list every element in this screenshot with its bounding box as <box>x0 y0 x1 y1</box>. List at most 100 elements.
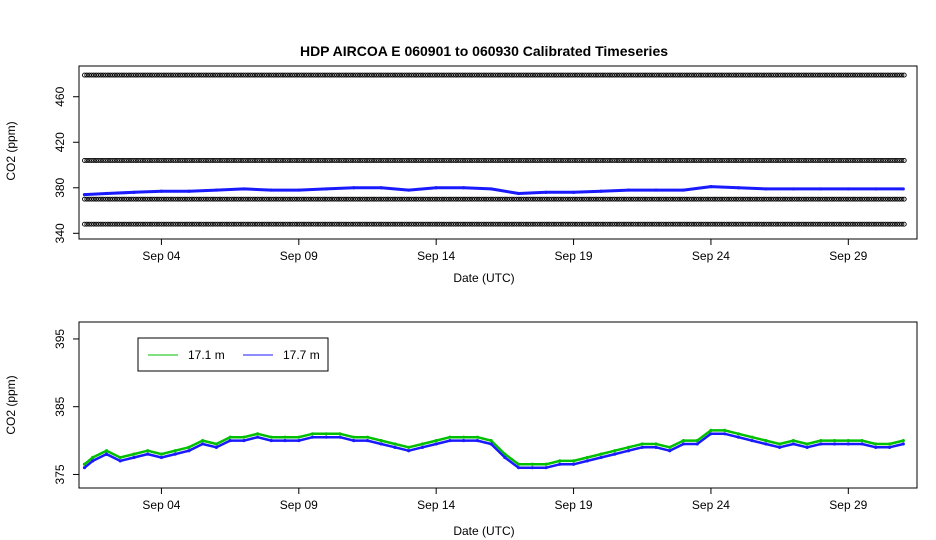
reference-point <box>782 221 788 227</box>
reference-point <box>437 196 442 202</box>
reference-point <box>392 221 398 227</box>
reference-point <box>806 158 811 163</box>
reference-point <box>553 221 559 227</box>
reference-point <box>266 72 272 78</box>
lower-data-point <box>475 435 479 439</box>
reference-point <box>728 196 734 202</box>
lower-data-point <box>448 435 452 439</box>
reference-point <box>390 158 396 163</box>
reference-point <box>570 158 576 163</box>
reference-point <box>777 158 783 163</box>
reference-point <box>726 72 732 78</box>
reference-point <box>91 196 97 202</box>
upper-data-point <box>82 193 87 197</box>
reference-point <box>537 158 543 163</box>
reference-point <box>820 196 825 202</box>
lower-data-point <box>874 442 878 446</box>
reference-point <box>399 158 405 163</box>
reference-point <box>245 221 251 227</box>
lower-data-point <box>462 435 466 439</box>
reference-point <box>822 196 828 202</box>
reference-point <box>383 72 389 78</box>
reference-point <box>376 196 382 202</box>
reference-point <box>686 72 692 78</box>
reference-point <box>479 72 484 78</box>
reference-point <box>654 72 660 78</box>
lower-data-point <box>695 438 699 443</box>
lower-data-point <box>517 462 521 466</box>
reference-point <box>883 196 888 202</box>
reference-point <box>257 221 263 227</box>
reference-point <box>852 196 858 202</box>
lower-data-point <box>599 455 603 460</box>
reference-point <box>738 221 744 227</box>
reference-point <box>322 196 328 202</box>
reference-point <box>672 196 678 202</box>
reference-point <box>495 158 501 163</box>
reference-point <box>567 196 573 202</box>
reference-point <box>654 221 660 227</box>
reference-point <box>154 158 160 163</box>
reference-point <box>191 72 197 78</box>
reference-point <box>817 221 823 227</box>
reference-point <box>198 72 204 78</box>
lower-data-point <box>860 442 864 446</box>
reference-point <box>775 72 781 78</box>
reference-point <box>883 158 888 163</box>
reference-point <box>329 196 335 202</box>
reference-point <box>588 221 594 227</box>
reference-point <box>822 158 828 163</box>
reference-point <box>633 72 639 78</box>
reference-point <box>689 158 695 163</box>
reference-point <box>394 196 400 202</box>
lower-x-tick-label: Sep 29 <box>829 498 867 512</box>
reference-point <box>385 196 391 202</box>
lower-data-point <box>736 435 741 439</box>
reference-point <box>735 158 741 163</box>
reference-point <box>315 196 321 202</box>
reference-point <box>754 196 760 202</box>
reference-point <box>121 72 127 78</box>
reference-point <box>556 158 562 163</box>
reference-point <box>831 221 837 227</box>
upper-data-point <box>379 186 383 190</box>
reference-point <box>411 72 417 78</box>
reference-point <box>168 158 174 163</box>
lower-data-point <box>310 435 315 439</box>
upper-data-point <box>297 188 301 192</box>
lower-data-point <box>420 445 425 449</box>
reference-point <box>390 196 396 202</box>
reference-point <box>159 221 165 227</box>
reference-point <box>453 72 459 78</box>
reference-point <box>841 221 846 227</box>
reference-point <box>420 158 426 163</box>
reference-point <box>149 221 155 227</box>
lower-x-tick-label: Sep 04 <box>142 498 180 512</box>
reference-point <box>546 221 552 227</box>
reference-point <box>268 221 274 227</box>
reference-point <box>780 196 786 202</box>
reference-point <box>560 72 566 78</box>
reference-point <box>460 72 466 78</box>
reference-point <box>404 196 410 202</box>
reference-point <box>808 196 814 202</box>
reference-point <box>252 196 258 202</box>
reference-point <box>549 72 555 78</box>
reference-point <box>810 196 816 202</box>
reference-point <box>502 196 508 202</box>
reference-point <box>640 196 646 202</box>
reference-point <box>803 158 809 163</box>
reference-point <box>724 196 730 202</box>
reference-point <box>369 72 375 78</box>
reference-point <box>175 158 181 163</box>
reference-point <box>684 196 690 202</box>
reference-point <box>121 158 127 163</box>
reference-point <box>684 158 690 163</box>
reference-point <box>637 72 643 78</box>
reference-point <box>397 196 403 202</box>
reference-point <box>838 72 844 78</box>
reference-point <box>815 72 821 78</box>
reference-point <box>558 158 564 163</box>
reference-point <box>460 221 466 227</box>
reference-point <box>829 158 835 163</box>
